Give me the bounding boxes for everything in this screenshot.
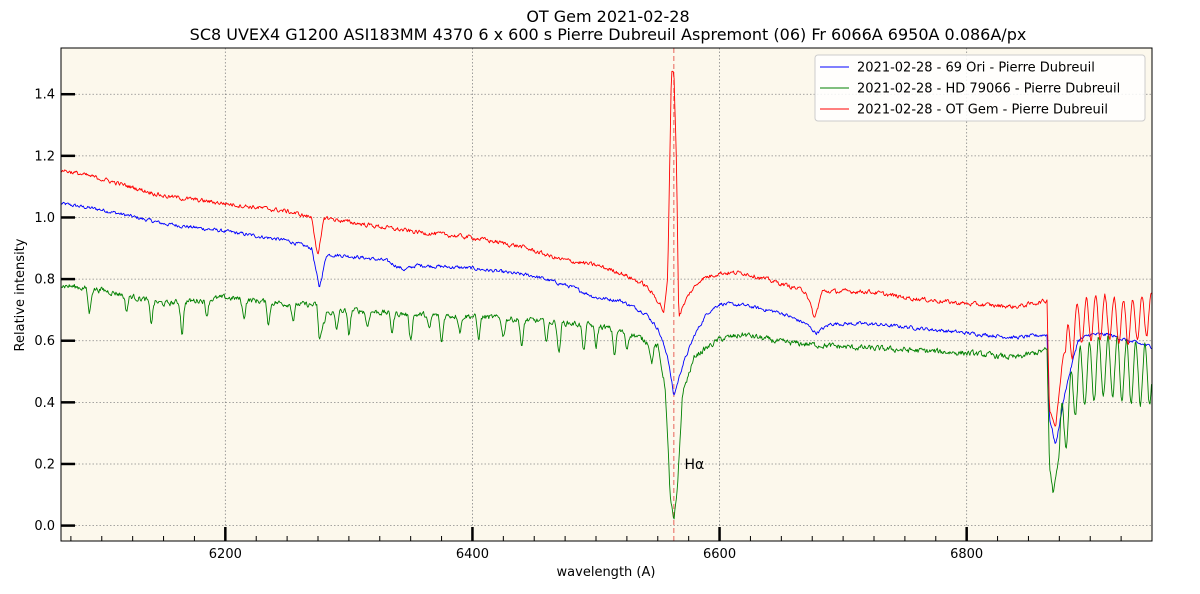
legend-box bbox=[814, 54, 1146, 122]
series-line-1 bbox=[60, 283, 1152, 520]
y-tick-label: 0.2 bbox=[34, 457, 55, 472]
series-line-0 bbox=[60, 201, 1152, 444]
y-tick-label: 1.2 bbox=[34, 149, 55, 164]
annotations: Hα bbox=[684, 457, 704, 473]
axis-ticks: 6200 6400 6600 6800 0.0 0.2 0.4 0.6 0.8 1.0 1.2 1.4 bbox=[34, 88, 1153, 562]
chart-title: OT Gem 2021-02-28 bbox=[526, 7, 689, 26]
grid bbox=[61, 48, 1152, 541]
series-layer bbox=[60, 70, 1152, 520]
x-tick-label: 6400 bbox=[456, 547, 489, 562]
y-tick-label: 1.4 bbox=[34, 88, 55, 103]
series-line-2 bbox=[60, 70, 1152, 427]
y-tick-label: 0.4 bbox=[34, 396, 55, 411]
plot-area bbox=[61, 48, 1152, 541]
y-tick-label: 0.8 bbox=[34, 273, 55, 288]
chart-subtitle: SC8 UVEX4 G1200 ASI183MM 4370 6 x 600 s … bbox=[190, 25, 1027, 44]
y-tick-label: 0.6 bbox=[34, 334, 55, 349]
y-tick-label: 0.0 bbox=[34, 519, 55, 534]
title-group: OT Gem 2021-02-28 SC8 UVEX4 G1200 ASI183… bbox=[190, 7, 1027, 44]
annotation-label: Hα bbox=[684, 457, 704, 473]
y-axis-label: Relative intensity bbox=[13, 238, 28, 351]
y-tick-label: 1.0 bbox=[34, 211, 55, 226]
legend-entry: 2021-02-28 - HD 79066 - Pierre Dubreuil bbox=[857, 82, 1120, 97]
x-tick-label: 6800 bbox=[950, 547, 983, 562]
legend-entry: 2021-02-28 - 69 Ori - Pierre Dubreuil bbox=[857, 61, 1095, 76]
x-tick-label: 6600 bbox=[703, 547, 736, 562]
legend-entry: 2021-02-28 - OT Gem - Pierre Dubreuil bbox=[857, 103, 1108, 118]
legend: 2021-02-28 - 69 Ori - Pierre Dubreuil 202… bbox=[814, 54, 1146, 122]
x-axis-label: wavelength (A) bbox=[557, 565, 656, 580]
plot-frame bbox=[60, 47, 1153, 542]
x-tick-label: 6200 bbox=[209, 547, 242, 562]
